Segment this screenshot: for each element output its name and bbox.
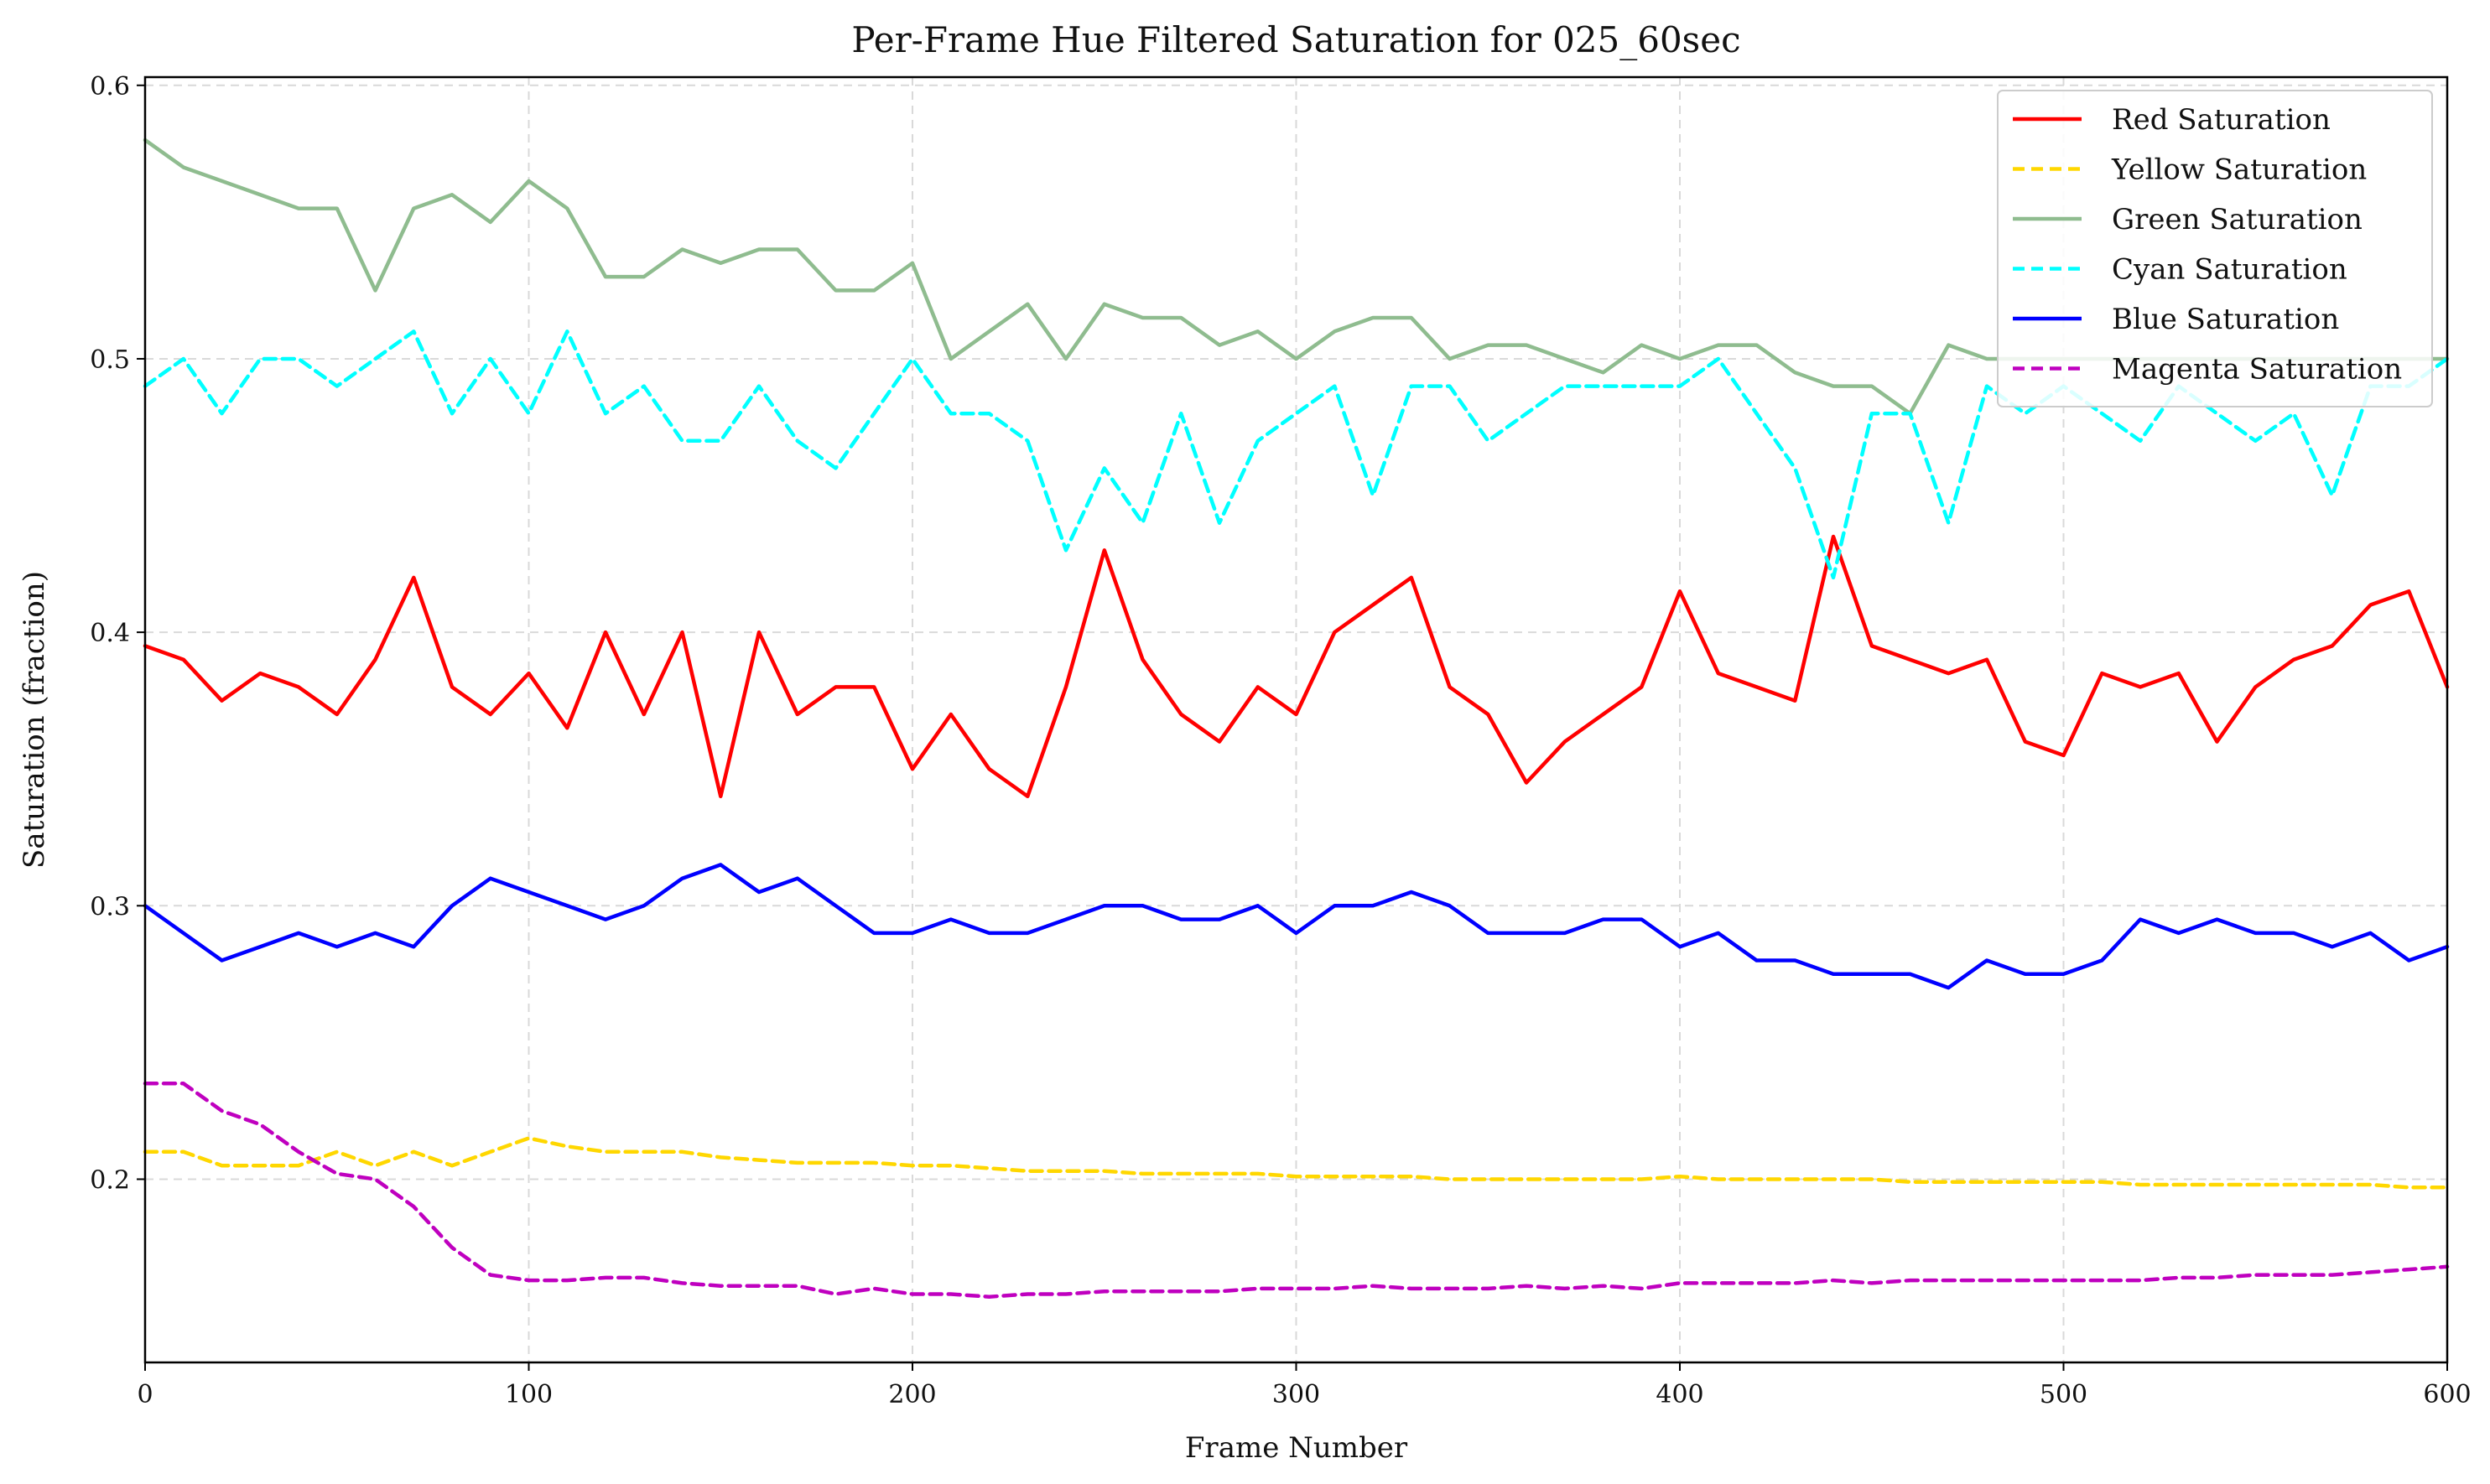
x-tick-label: 400 <box>1656 1380 1703 1409</box>
y-tick-label: 0.3 <box>90 892 130 921</box>
x-tick-label: 300 <box>1272 1380 1320 1409</box>
legend-label: Magenta Saturation <box>2112 353 2402 387</box>
series-line-yellow-saturation <box>143 1136 2450 1190</box>
x-tick-label: 500 <box>2040 1380 2087 1409</box>
y-axis-label: Saturation (fraction) <box>18 571 51 869</box>
y-tick-label: 0.6 <box>90 72 130 101</box>
y-tick-label: 0.4 <box>90 619 130 648</box>
x-tick-label: 100 <box>505 1380 553 1409</box>
series-line-red-saturation <box>143 534 2450 799</box>
legend-label: Blue Saturation <box>2112 303 2339 336</box>
y-axis-ticks: 0.2 0.3 0.4 0.5 0.6 <box>90 72 145 1195</box>
legend-label: Yellow Saturation <box>2111 153 2367 187</box>
series-line-blue-saturation <box>143 863 2450 990</box>
series-line-magenta-saturation <box>143 1082 2450 1299</box>
y-tick-label: 0.2 <box>90 1165 130 1195</box>
y-tick-label: 0.5 <box>90 345 130 375</box>
x-axis-label: Frame Number <box>1185 1431 1408 1465</box>
legend-box <box>1997 90 2433 407</box>
series-layer <box>143 138 2450 1299</box>
x-tick-label: 0 <box>137 1380 153 1409</box>
x-axis-ticks: 0 100 200 300 400 500 600 <box>137 1362 2472 1409</box>
chart-title: Per-Frame Hue Filtered Saturation for 02… <box>851 19 1740 60</box>
legend-label: Green Saturation <box>2112 203 2363 236</box>
legend-label: Cyan Saturation <box>2112 253 2347 287</box>
x-tick-label: 200 <box>888 1380 936 1409</box>
legend-label: Red Saturation <box>2112 103 2331 137</box>
x-tick-label: 600 <box>2423 1380 2471 1409</box>
legend: Red Saturation Yellow Saturation Green Sat… <box>1997 90 2433 407</box>
